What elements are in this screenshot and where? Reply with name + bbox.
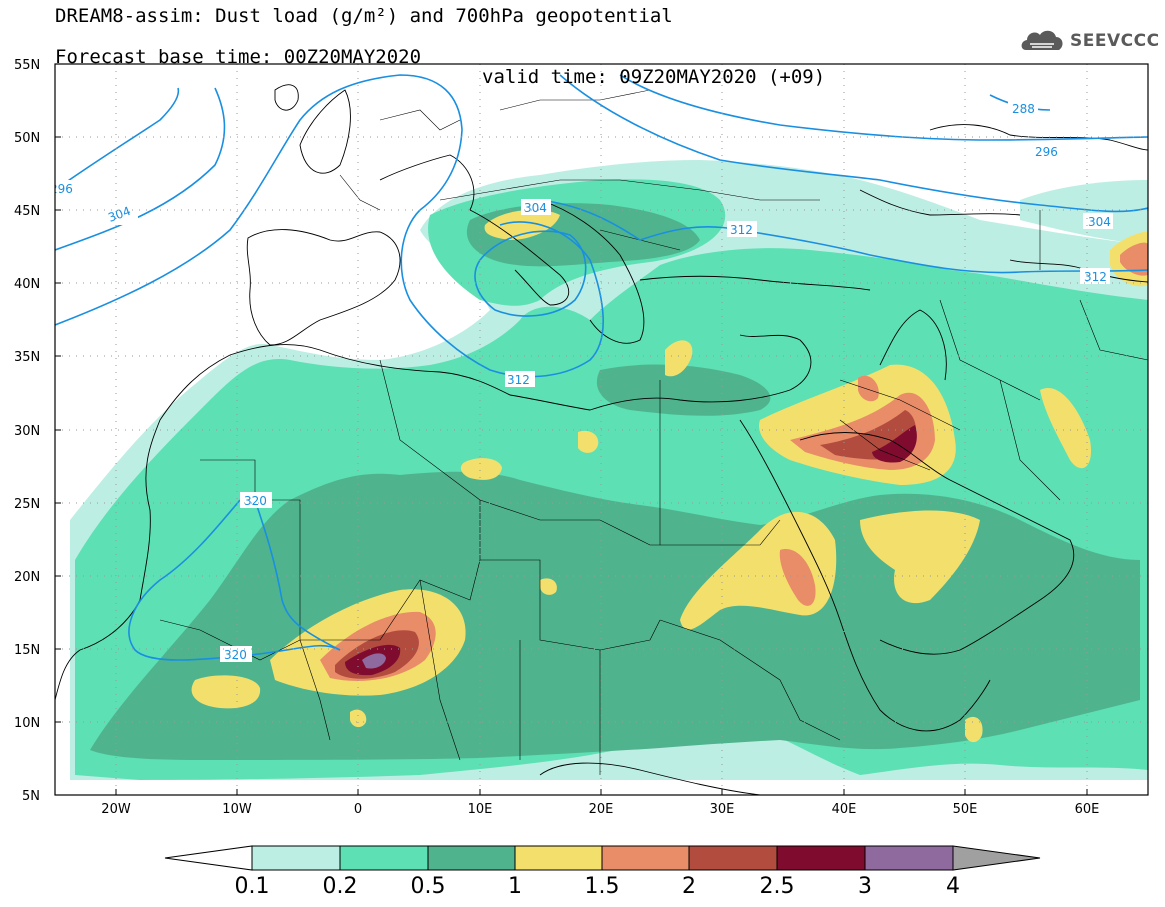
logo-text: SEEVCCC	[1070, 31, 1160, 51]
colorbar-bin-0-5	[427, 845, 516, 871]
contour-label-304-central: 304	[524, 201, 547, 215]
forecast-base-time: Forecast base time: 00Z20MAY2020	[55, 46, 422, 68]
lat-labels: 55N 50N 45N 40N 35N 30N 25N 20N 15N 10N …	[14, 58, 40, 804]
colorbar-label-4: 4	[946, 874, 960, 899]
lon-label-20w: 20W	[101, 802, 131, 817]
colorbar-label-1: 1	[508, 874, 522, 899]
seevccc-logo: SEEVCCC	[1018, 24, 1160, 58]
colorbar-labels: 0.1 0.2 0.5 1 1.5 2 2.5 3 4	[235, 874, 961, 899]
lon-label-20e: 20E	[589, 802, 614, 817]
dust-field-3	[362, 653, 386, 669]
contour-label-312-far-east: 312	[1084, 270, 1107, 284]
lat-label-35n: 35N	[14, 350, 40, 365]
colorbar-label-2-5: 2.5	[760, 874, 795, 899]
colorbar	[164, 845, 1041, 871]
map-subtitle: Forecast base time: 00Z20MAY2020 valid t…	[55, 27, 825, 87]
contour-label-320-north: 320	[244, 494, 267, 508]
lat-label-45n: 45N	[14, 204, 40, 219]
colorbar-bin-1-5	[601, 845, 690, 871]
contour-label-296-west: 296	[50, 182, 73, 196]
contour-label-312-south: 312	[507, 373, 530, 387]
contour-labels: 296 304 288 296 304 312 312 312 320 320 …	[50, 100, 1113, 662]
map-title: DREAM8-assim: Dust load (g/m²) and 700hP…	[55, 5, 673, 27]
lon-label-30e: 30E	[710, 802, 735, 817]
cloud-icon	[1021, 30, 1063, 50]
lon-label-40e: 40E	[832, 802, 857, 817]
lon-label-50e: 50E	[953, 802, 978, 817]
lat-label-30n: 30N	[14, 424, 40, 439]
colorbar-lower-extension	[164, 845, 253, 871]
colorbar-label-3: 3	[858, 874, 872, 899]
lat-label-20n: 20N	[14, 570, 40, 585]
contour-label-296-east: 296	[1035, 145, 1058, 159]
geopotential-contours	[55, 74, 1148, 661]
contour-label-312-east: 312	[730, 223, 753, 237]
colorbar-upper-extension	[952, 845, 1041, 871]
valid-time: valid time: 09Z20MAY2020 (+09)	[482, 66, 826, 88]
contour-label-304-east: 304	[1088, 215, 1111, 229]
colorbar-label-0-2: 0.2	[323, 874, 358, 899]
lon-labels: 20W 10W 0 10E 20E 30E 40E 50E 60E	[101, 802, 1099, 817]
lat-label-50n: 50N	[14, 131, 40, 146]
colorbar-bin-0-2	[339, 845, 429, 871]
colorbar-bin-2	[688, 845, 778, 871]
lat-label-5n: 5N	[22, 789, 40, 804]
lon-label-0: 0	[354, 802, 362, 817]
colorbar-bin-0-1	[251, 845, 341, 871]
lon-label-10w: 10W	[222, 802, 252, 817]
contour-label-320-south: 320	[224, 648, 247, 662]
contour-label-288: 288	[1012, 102, 1035, 116]
graticule	[55, 64, 1148, 795]
colorbar-label-2: 2	[682, 874, 696, 899]
colorbar-bin-3	[864, 845, 954, 871]
lon-label-60e: 60E	[1075, 802, 1100, 817]
colorbar-bin-1	[514, 845, 603, 871]
lat-label-15n: 15N	[14, 643, 40, 658]
lon-label-10e: 10E	[468, 802, 493, 817]
lat-label-25n: 25N	[14, 497, 40, 512]
tick-marks	[55, 63, 1088, 795]
colorbar-label-0-1: 0.1	[235, 874, 270, 899]
colorbar-bin-2-5	[776, 845, 866, 871]
country-borders	[159, 89, 1148, 775]
colorbar-label-0-5: 0.5	[411, 874, 446, 899]
lat-label-40n: 40N	[14, 277, 40, 292]
lat-label-10n: 10N	[14, 716, 40, 731]
coastlines	[55, 84, 1148, 795]
colorbar-label-1-5: 1.5	[585, 874, 620, 899]
lat-label-55n: 55N	[14, 58, 40, 73]
